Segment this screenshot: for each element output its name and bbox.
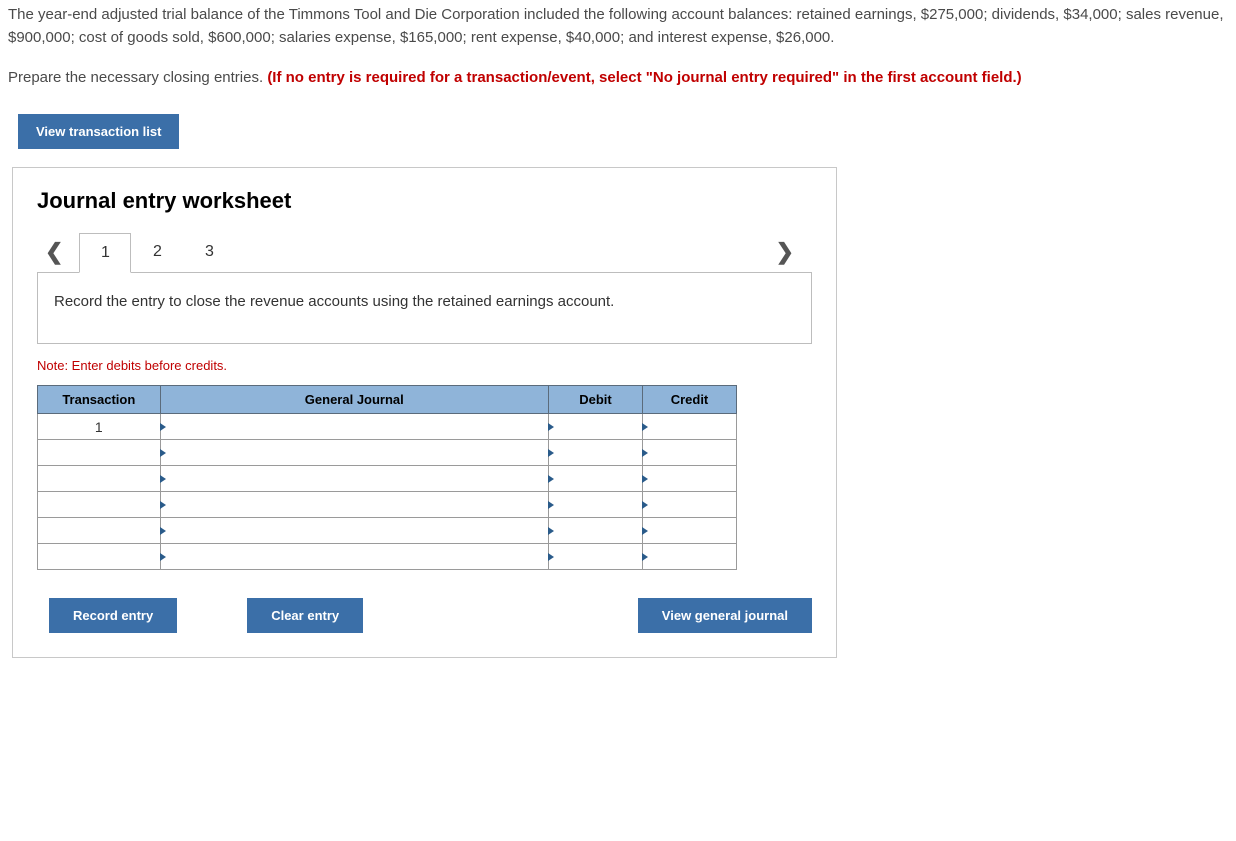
view-general-journal-button[interactable]: View general journal (638, 598, 812, 633)
record-entry-button[interactable]: Record entry (49, 598, 177, 633)
transaction-cell (38, 466, 161, 492)
tab-row: ❮ 1 2 3 ❯ (37, 232, 812, 272)
debit-cell[interactable] (548, 518, 642, 544)
dropdown-marker-icon (642, 423, 648, 431)
dropdown-marker-icon (160, 475, 166, 483)
worksheet-title: Journal entry worksheet (37, 188, 812, 214)
table-row: 1 (38, 414, 737, 440)
table-row (38, 440, 737, 466)
journal-worksheet-panel: Journal entry worksheet ❮ 1 2 3 ❯ Record… (12, 167, 837, 659)
instruction-bold: (If no entry is required for a transacti… (267, 69, 1021, 86)
view-transaction-list-button[interactable]: View transaction list (18, 114, 179, 149)
chevron-right-icon[interactable]: ❯ (768, 239, 802, 265)
col-header-debit: Debit (548, 386, 642, 414)
entry-prompt: Record the entry to close the revenue ac… (37, 272, 812, 345)
col-header-general-journal: General Journal (160, 386, 548, 414)
general-journal-cell[interactable] (160, 414, 548, 440)
dropdown-marker-icon (548, 423, 554, 431)
credit-cell[interactable] (642, 440, 736, 466)
credit-cell[interactable] (642, 466, 736, 492)
dropdown-marker-icon (160, 449, 166, 457)
credit-cell[interactable] (642, 518, 736, 544)
col-header-credit: Credit (642, 386, 736, 414)
general-journal-cell[interactable] (160, 544, 548, 570)
dropdown-marker-icon (160, 423, 166, 431)
table-row (38, 518, 737, 544)
credit-cell[interactable] (642, 492, 736, 518)
transaction-cell (38, 518, 161, 544)
dropdown-marker-icon (160, 553, 166, 561)
dropdown-marker-icon (642, 449, 648, 457)
transaction-cell (38, 440, 161, 466)
button-row: Record entry Clear entry View general jo… (37, 598, 812, 633)
general-journal-cell[interactable] (160, 492, 548, 518)
dropdown-marker-icon (642, 501, 648, 509)
instruction-plain: Prepare the necessary closing entries. (8, 69, 267, 86)
dropdown-marker-icon (160, 527, 166, 535)
dropdown-marker-icon (642, 475, 648, 483)
tab-1[interactable]: 1 (79, 233, 131, 273)
problem-paragraph: The year-end adjusted trial balance of t… (8, 4, 1228, 49)
tab-2[interactable]: 2 (131, 232, 183, 272)
transaction-cell (38, 544, 161, 570)
credit-cell[interactable] (642, 414, 736, 440)
transaction-cell: 1 (38, 414, 161, 440)
chevron-left-icon[interactable]: ❮ (37, 239, 71, 265)
dropdown-marker-icon (160, 501, 166, 509)
col-header-transaction: Transaction (38, 386, 161, 414)
tabs-container: 1 2 3 (79, 232, 235, 272)
dropdown-marker-icon (548, 501, 554, 509)
debit-cell[interactable] (548, 440, 642, 466)
general-journal-cell[interactable] (160, 518, 548, 544)
debit-cell[interactable] (548, 544, 642, 570)
debit-cell[interactable] (548, 414, 642, 440)
clear-entry-button[interactable]: Clear entry (247, 598, 363, 633)
debit-cell[interactable] (548, 492, 642, 518)
credit-cell[interactable] (642, 544, 736, 570)
general-journal-cell[interactable] (160, 466, 548, 492)
debits-before-credits-note: Note: Enter debits before credits. (37, 358, 812, 373)
tab-3[interactable]: 3 (183, 232, 235, 272)
dropdown-marker-icon (642, 527, 648, 535)
dropdown-marker-icon (548, 527, 554, 535)
transaction-cell (38, 492, 161, 518)
dropdown-marker-icon (548, 475, 554, 483)
journal-table: Transaction General Journal Debit Credit… (37, 385, 737, 570)
dropdown-marker-icon (548, 449, 554, 457)
debit-cell[interactable] (548, 466, 642, 492)
table-row (38, 466, 737, 492)
table-row (38, 492, 737, 518)
dropdown-marker-icon (642, 553, 648, 561)
dropdown-marker-icon (548, 553, 554, 561)
table-row (38, 544, 737, 570)
instruction-paragraph: Prepare the necessary closing entries. (… (8, 67, 1228, 90)
general-journal-cell[interactable] (160, 440, 548, 466)
